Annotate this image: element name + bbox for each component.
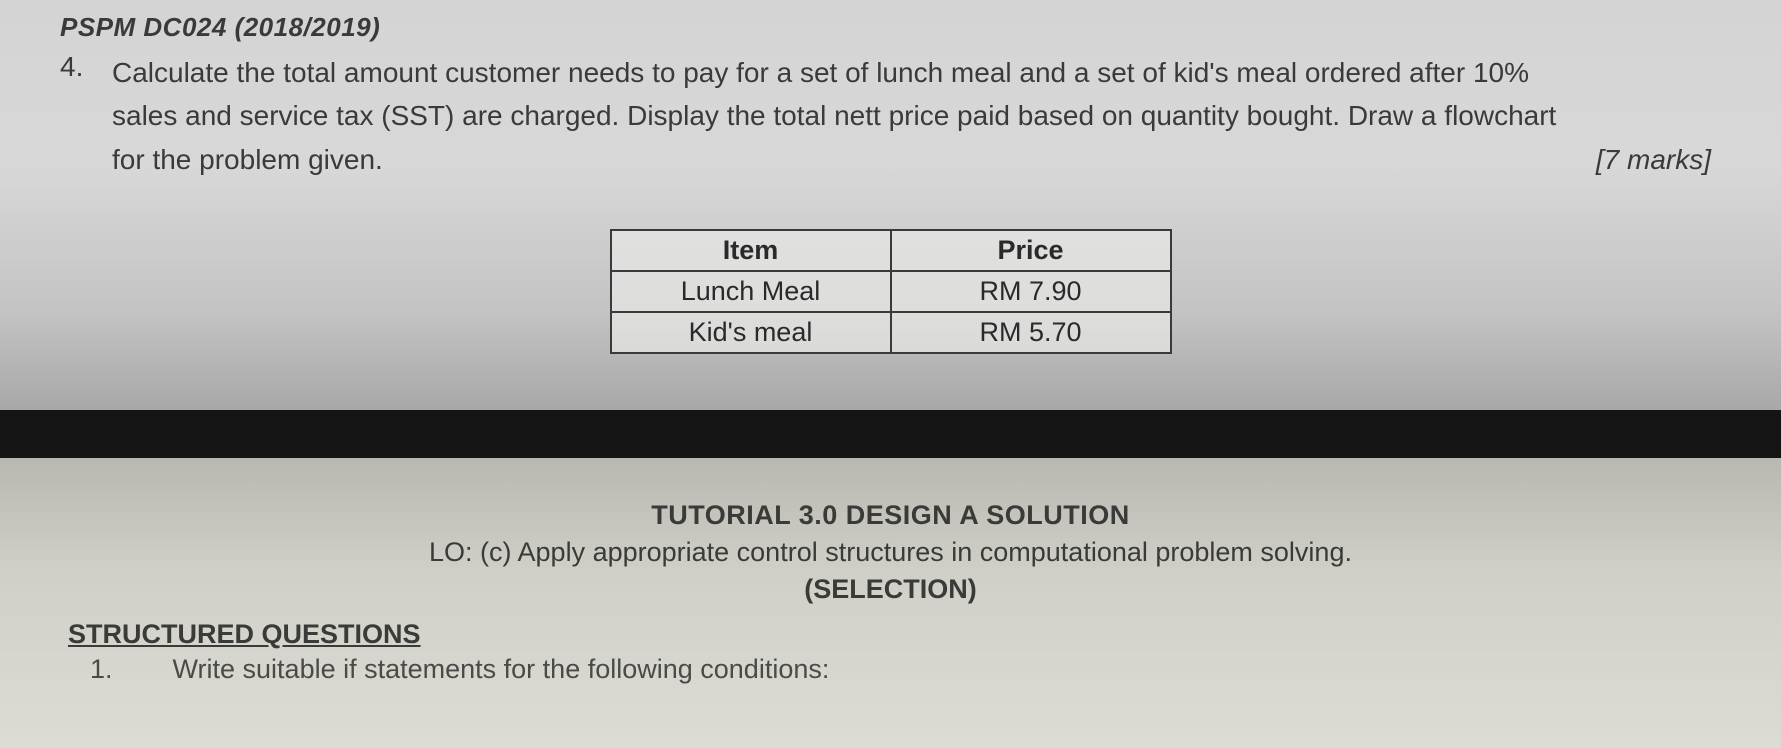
upper-page: PSPM DC024 (2018/2019) 4. Calculate the … xyxy=(0,0,1781,410)
exam-code-header: PSPM DC024 (2018/2019) xyxy=(60,12,1721,43)
col-header-price: Price xyxy=(891,230,1171,271)
question-line-1: Calculate the total amount customer need… xyxy=(112,51,1721,94)
cell-price: RM 7.90 xyxy=(891,271,1171,312)
cell-item: Kid's meal xyxy=(611,312,891,353)
page-fold-divider xyxy=(0,410,1781,458)
cell-price: RM 5.70 xyxy=(891,312,1171,353)
sub-question-text: Write suitable if statements for the fol… xyxy=(173,654,830,685)
sub-question-number: 1. xyxy=(90,654,113,685)
structured-questions-heading: STRUCTURED QUESTIONS xyxy=(68,619,1721,650)
table-row: Kid's meal RM 5.70 xyxy=(611,312,1171,353)
question-body: Calculate the total amount customer need… xyxy=(112,51,1721,181)
marks-label: [7 marks] xyxy=(1596,144,1721,176)
question-number: 4. xyxy=(60,51,92,181)
price-table: Item Price Lunch Meal RM 7.90 Kid's meal… xyxy=(610,229,1172,354)
question-last-row: for the problem given. [7 marks] xyxy=(112,138,1721,181)
question-line-3: for the problem given. xyxy=(112,138,383,181)
table-header-row: Item Price xyxy=(611,230,1171,271)
cell-item: Lunch Meal xyxy=(611,271,891,312)
lower-page: TUTORIAL 3.0 DESIGN A SOLUTION LO: (c) A… xyxy=(0,458,1781,748)
question-line-2: sales and service tax (SST) are charged.… xyxy=(112,94,1721,137)
learning-outcome-line: LO: (c) Apply appropriate control struct… xyxy=(60,537,1721,568)
col-header-item: Item xyxy=(611,230,891,271)
selection-label: (SELECTION) xyxy=(60,574,1721,605)
table-row: Lunch Meal RM 7.90 xyxy=(611,271,1171,312)
price-table-wrap: Item Price Lunch Meal RM 7.90 Kid's meal… xyxy=(60,229,1721,354)
question-row: 4. Calculate the total amount customer n… xyxy=(60,51,1721,181)
sub-question-row: 1. Write suitable if statements for the … xyxy=(90,654,1721,685)
tutorial-title: TUTORIAL 3.0 DESIGN A SOLUTION xyxy=(60,500,1721,531)
